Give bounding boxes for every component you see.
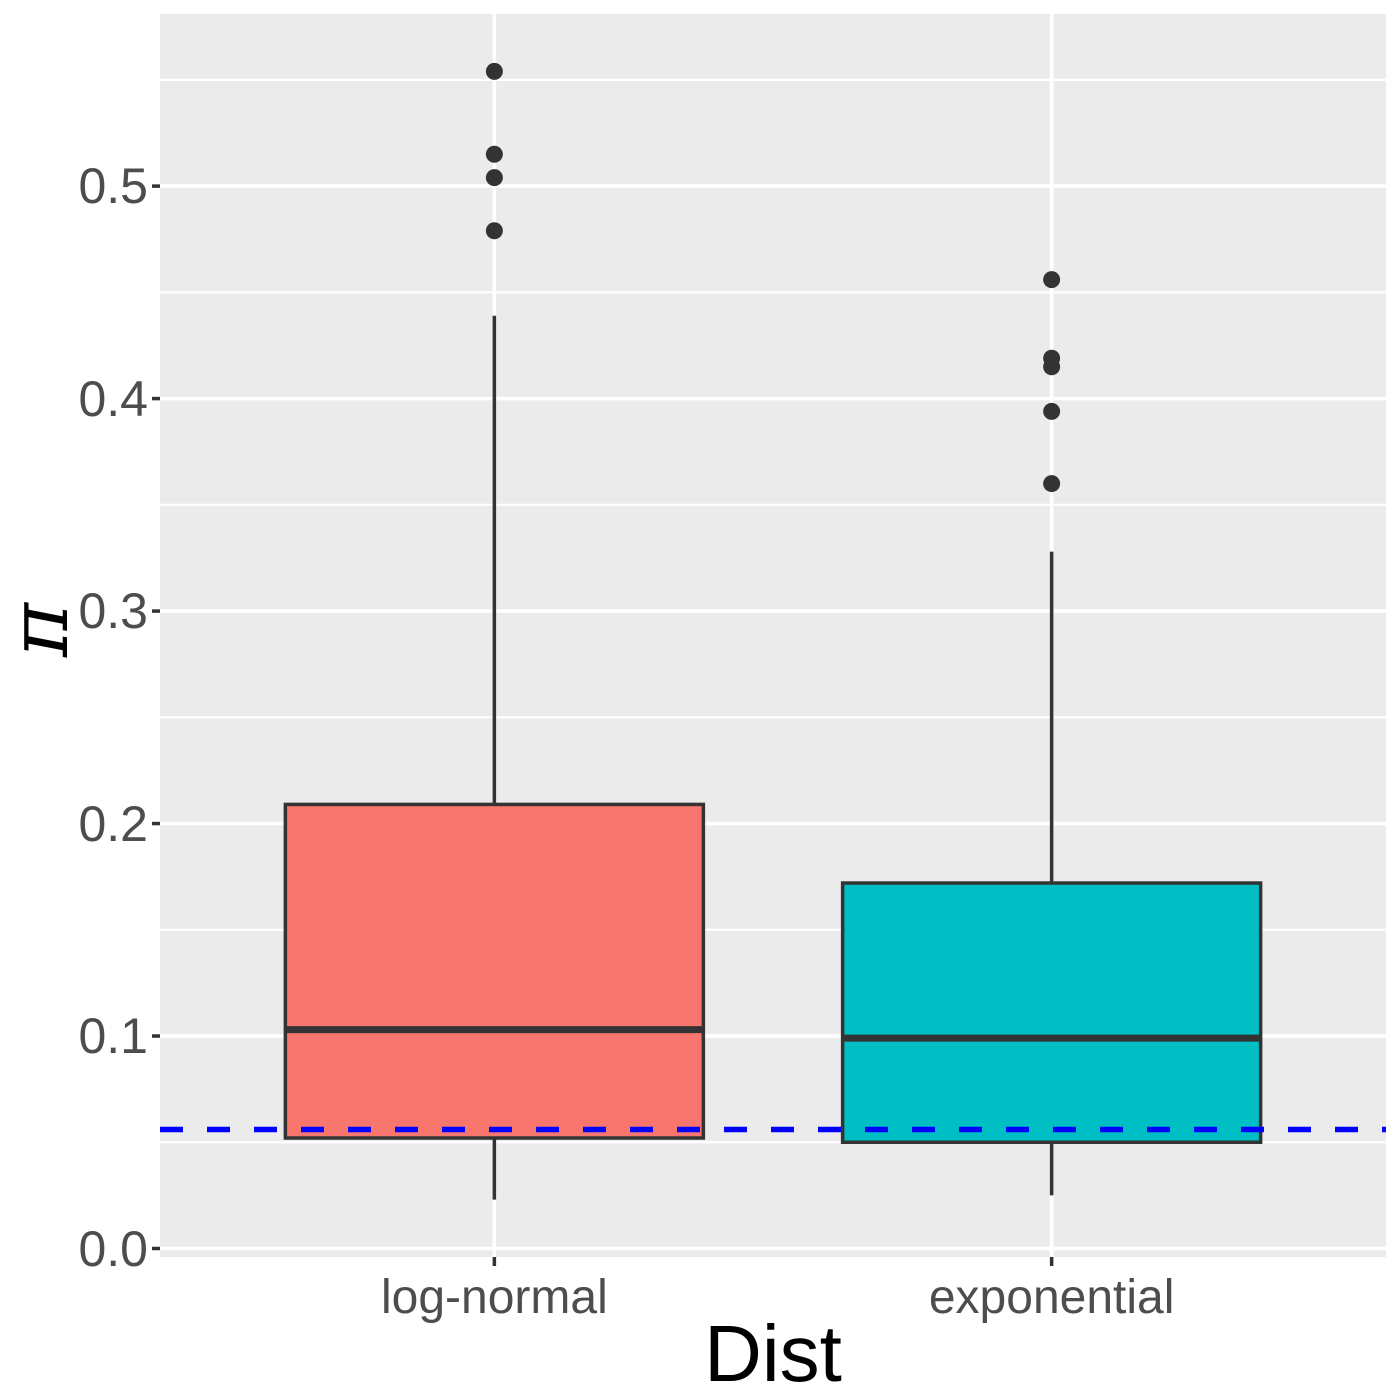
y-tick-label: 0.4 xyxy=(78,370,148,427)
x-tick-label-log-normal: log-normal xyxy=(380,1271,608,1324)
outlier-point xyxy=(485,169,503,187)
y-tick-label: 0.2 xyxy=(78,795,148,852)
y-tick-label: 0.3 xyxy=(78,583,148,640)
boxplot-log-normal xyxy=(283,62,706,1200)
y-axis-title: π xyxy=(0,603,87,657)
outlier-point xyxy=(485,145,503,163)
axis-ticks xyxy=(152,184,1054,1266)
outlier-point xyxy=(1043,349,1061,367)
outlier-point xyxy=(485,222,503,240)
y-tick-label: 0.1 xyxy=(78,1008,148,1065)
x-tick-label-exponential: exponential xyxy=(928,1271,1175,1324)
y-tick-label: 0.5 xyxy=(78,158,148,215)
outlier-point xyxy=(1043,402,1061,420)
y-tick-label: 0.0 xyxy=(78,1220,148,1277)
outlier-point xyxy=(1043,475,1061,493)
iqr-box xyxy=(283,802,706,1140)
outlier-point xyxy=(485,62,503,80)
boxplot-exponential xyxy=(840,271,1263,1196)
iqr-box xyxy=(840,881,1263,1145)
x-axis-title: Dist xyxy=(704,1309,842,1398)
outlier-point xyxy=(1043,271,1061,289)
